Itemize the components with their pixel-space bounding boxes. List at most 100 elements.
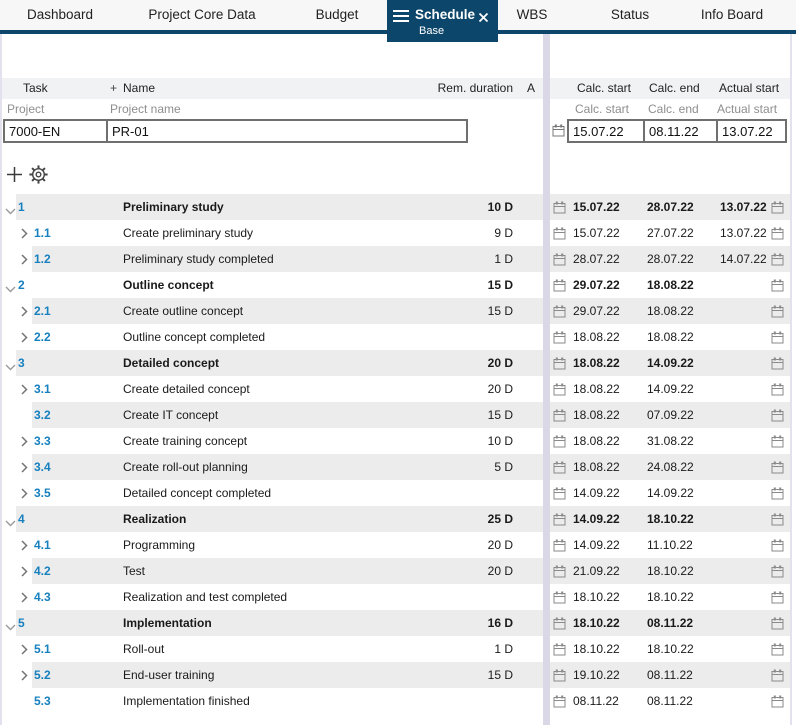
chevron-down-icon[interactable] [5,204,16,218]
task-name[interactable]: Create outline concept [123,304,244,318]
calendar-icon[interactable] [553,591,566,607]
calendar-icon[interactable] [771,669,784,685]
calendar-icon[interactable] [553,539,566,555]
add-task-button[interactable] [7,167,22,187]
tab-wbs[interactable]: WBS [516,7,548,22]
task-row[interactable]: 3.4 Create roll-out planning 5 D 18.08.2… [0,454,796,480]
close-icon[interactable] [478,10,489,28]
task-number[interactable]: 1.2 [34,252,51,266]
calc-end-date[interactable]: 08.11.22 [647,694,693,708]
calc-end-date[interactable]: 14.09.22 [647,382,694,396]
chevron-right-icon[interactable] [21,670,28,684]
calc-end-date[interactable]: 14.09.22 [647,486,694,500]
task-name[interactable]: Create training concept [123,434,248,448]
task-number[interactable]: 2.1 [34,304,51,318]
calc-end-date[interactable]: 18.08.22 [647,330,694,344]
task-name[interactable]: Create preliminary study [123,226,254,240]
calendar-icon[interactable] [553,383,566,399]
calc-start-date[interactable]: 18.08.22 [573,382,620,396]
calendar-icon[interactable] [771,591,784,607]
task-name[interactable]: Realization and test completed [123,590,288,604]
pane-splitter[interactable] [543,34,550,725]
chevron-down-icon[interactable] [5,360,16,374]
task-row[interactable]: 4 Realization 25 D 14.09.22 18.10.22 [0,506,796,532]
task-row[interactable]: 3.3 Create training concept 10 D 18.08.2… [0,428,796,454]
calc-start-date[interactable]: 18.10.22 [573,616,620,630]
calendar-icon[interactable] [553,695,566,711]
task-number[interactable]: 3.1 [34,382,51,396]
tab-project-core-data[interactable]: Project Core Data [148,7,256,22]
task-number[interactable]: 5 [18,616,25,630]
project-id-input[interactable] [5,121,106,141]
task-row[interactable]: 2.2 Outline concept completed 18.08.22 1… [0,324,796,350]
task-duration[interactable]: 25 D [487,512,513,526]
calendar-icon[interactable] [553,669,566,685]
task-row[interactable]: 3.5 Detailed concept completed 14.09.22 … [0,480,796,506]
calc-start-date[interactable]: 18.08.22 [573,330,620,344]
calc-start-date[interactable]: 18.10.22 [573,590,620,604]
task-duration[interactable]: 9 D [494,226,513,240]
calc-start-date[interactable]: 29.07.22 [573,278,620,292]
task-duration[interactable]: 15 D [487,668,513,682]
calendar-icon[interactable] [771,513,784,529]
task-row[interactable]: 5.3 Implementation finished 08.11.22 08.… [0,688,796,714]
task-number[interactable]: 2 [18,278,25,292]
task-name[interactable]: Detailed concept completed [123,486,272,500]
calendar-icon[interactable] [553,305,566,321]
task-name[interactable]: Preliminary study [123,200,224,214]
task-name[interactable]: End-user training [123,668,215,682]
calc-end-date[interactable]: 07.09.22 [647,408,694,422]
calendar-icon[interactable] [771,227,784,243]
calendar-icon[interactable] [771,617,784,633]
task-name[interactable]: Create roll-out planning [123,460,248,474]
task-name[interactable]: Roll-out [123,642,165,656]
tab-dashboard[interactable]: Dashboard [26,7,94,22]
task-duration[interactable]: 20 D [487,564,513,578]
task-number[interactable]: 5.1 [34,642,51,656]
calendar-icon[interactable] [553,487,566,503]
task-number[interactable]: 3.3 [34,434,51,448]
calendar-icon[interactable] [771,331,784,347]
task-duration[interactable]: 15 D [487,408,513,422]
calc-end-date[interactable]: 08.11.22 [647,668,693,682]
calendar-icon[interactable] [553,461,566,477]
calc-start-date[interactable]: 15.07.22 [573,226,620,240]
task-number[interactable]: 4 [18,512,25,526]
calc-start-date[interactable]: 18.08.22 [573,356,620,370]
task-row[interactable]: 3.1 Create detailed concept 20 D 18.08.2… [0,376,796,402]
calendar-icon[interactable] [553,513,566,529]
task-name[interactable]: Implementation finished [123,694,250,708]
calendar-icon[interactable] [553,435,566,451]
calc-end-date[interactable]: 27.07.22 [647,226,694,240]
calc-start-date[interactable]: 08.11.22 [573,694,619,708]
task-name[interactable]: Detailed concept [123,356,220,370]
task-number[interactable]: 4.3 [34,590,51,604]
task-row[interactable]: 4.3 Realization and test completed 18.10… [0,584,796,610]
calc-start-date[interactable]: 18.10.22 [573,642,620,656]
calc-end-date[interactable]: 28.07.22 [647,252,694,266]
task-duration[interactable]: 5 D [494,460,513,474]
menu-icon[interactable] [393,9,409,27]
tab-info-board[interactable]: Info Board [700,7,764,22]
gear-icon[interactable] [29,165,48,189]
task-number[interactable]: 2.2 [34,330,51,344]
calc-end-date[interactable]: 28.07.22 [647,200,694,214]
task-row[interactable]: 5.1 Roll-out 1 D 18.10.22 18.10.22 [0,636,796,662]
calendar-icon[interactable] [553,617,566,633]
calc-end-date[interactable]: 18.10.22 [647,564,694,578]
chevron-right-icon[interactable] [21,384,28,398]
chevron-right-icon[interactable] [21,566,28,580]
calc-start-date[interactable]: 18.08.22 [573,434,620,448]
calendar-icon[interactable] [771,409,784,425]
chevron-right-icon[interactable] [21,254,28,268]
tab-budget[interactable]: Budget [315,7,359,22]
project-calc-end-input[interactable] [643,121,716,141]
task-row[interactable]: 4.2 Test 20 D 21.09.22 18.10.22 [0,558,796,584]
calc-end-date[interactable]: 31.08.22 [647,434,694,448]
calendar-icon[interactable] [553,643,566,659]
actual-start-date[interactable]: 13.07.22 [720,200,767,214]
task-number[interactable]: 4.1 [34,538,51,552]
chevron-right-icon[interactable] [21,540,28,554]
calc-start-date[interactable]: 21.09.22 [573,564,620,578]
task-name[interactable]: Outline concept [123,278,214,292]
